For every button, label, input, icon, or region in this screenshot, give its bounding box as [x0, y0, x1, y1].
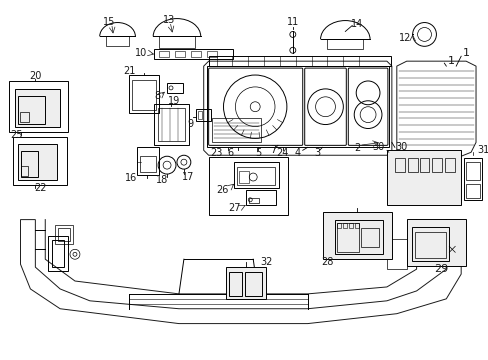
- Bar: [239, 171, 249, 183]
- Bar: [208, 157, 287, 215]
- Text: 2: 2: [353, 143, 360, 153]
- Bar: [55, 225, 73, 244]
- Bar: [158, 108, 184, 141]
- Bar: [105, 36, 129, 46]
- Bar: [20, 112, 29, 122]
- Text: 14: 14: [350, 18, 363, 28]
- Bar: [419, 158, 428, 172]
- Bar: [52, 240, 64, 267]
- Text: 4: 4: [294, 148, 300, 158]
- Bar: [20, 151, 38, 177]
- Bar: [13, 138, 67, 185]
- Bar: [9, 81, 68, 132]
- Bar: [15, 89, 60, 126]
- Text: 23: 23: [210, 148, 223, 158]
- Bar: [245, 272, 262, 296]
- Bar: [140, 156, 156, 172]
- Bar: [190, 51, 200, 57]
- Text: 28: 28: [321, 257, 333, 267]
- Bar: [208, 56, 390, 66]
- Bar: [348, 222, 352, 228]
- Bar: [229, 272, 242, 296]
- Text: 9: 9: [187, 118, 194, 129]
- Bar: [246, 190, 275, 205]
- Bar: [195, 109, 210, 121]
- Bar: [206, 66, 388, 147]
- Text: 26: 26: [216, 185, 228, 195]
- Bar: [386, 150, 460, 205]
- Bar: [154, 104, 188, 145]
- Text: 6: 6: [227, 148, 233, 158]
- Bar: [132, 80, 156, 110]
- Bar: [354, 222, 359, 228]
- Bar: [159, 51, 169, 57]
- Text: 1: 1: [462, 48, 468, 58]
- Bar: [431, 158, 442, 172]
- Text: 22: 22: [34, 183, 46, 193]
- Bar: [394, 158, 404, 172]
- Bar: [445, 158, 454, 172]
- Text: 15: 15: [103, 17, 116, 27]
- Bar: [137, 147, 159, 175]
- Bar: [361, 228, 378, 247]
- Bar: [407, 158, 417, 172]
- Bar: [237, 167, 274, 185]
- Bar: [414, 233, 446, 258]
- Text: 10: 10: [135, 48, 147, 58]
- Text: 25: 25: [11, 130, 23, 140]
- Bar: [197, 111, 202, 118]
- Text: 18: 18: [156, 175, 168, 185]
- Bar: [211, 118, 261, 142]
- Bar: [335, 220, 382, 254]
- Bar: [175, 51, 184, 57]
- Bar: [129, 75, 159, 113]
- Text: 1: 1: [447, 56, 454, 66]
- Text: 16: 16: [125, 173, 137, 183]
- Bar: [465, 162, 479, 180]
- Text: 29: 29: [433, 264, 447, 274]
- Bar: [411, 226, 448, 261]
- Bar: [406, 219, 465, 266]
- Bar: [234, 162, 278, 188]
- Text: 27: 27: [227, 203, 240, 213]
- Text: 7: 7: [269, 145, 276, 155]
- Text: 11: 11: [286, 17, 298, 27]
- Bar: [343, 222, 346, 228]
- Text: 19: 19: [167, 96, 180, 106]
- Bar: [159, 36, 194, 48]
- Bar: [327, 39, 363, 49]
- Bar: [337, 222, 359, 252]
- Bar: [21, 166, 28, 176]
- Bar: [18, 96, 45, 123]
- Bar: [226, 267, 265, 299]
- Bar: [48, 237, 68, 271]
- Text: 24: 24: [276, 148, 288, 158]
- Bar: [154, 49, 233, 59]
- Bar: [18, 144, 57, 180]
- Text: 20: 20: [29, 71, 41, 81]
- Text: 5: 5: [255, 148, 261, 158]
- Bar: [249, 198, 259, 203]
- Text: 3: 3: [314, 148, 320, 158]
- Bar: [463, 158, 481, 200]
- Text: 31: 31: [476, 145, 488, 155]
- Text: 30: 30: [394, 142, 406, 152]
- Text: 12: 12: [399, 33, 411, 44]
- Text: 30: 30: [372, 142, 384, 152]
- Text: 8: 8: [154, 91, 160, 101]
- Text: 17: 17: [182, 172, 194, 182]
- Text: 21: 21: [123, 66, 135, 76]
- Bar: [58, 228, 70, 242]
- Bar: [206, 51, 216, 57]
- Bar: [167, 83, 183, 93]
- Bar: [386, 239, 406, 269]
- Text: 32: 32: [259, 257, 272, 267]
- Bar: [322, 212, 391, 259]
- Text: 13: 13: [163, 14, 175, 24]
- Bar: [465, 184, 479, 198]
- Bar: [337, 222, 341, 228]
